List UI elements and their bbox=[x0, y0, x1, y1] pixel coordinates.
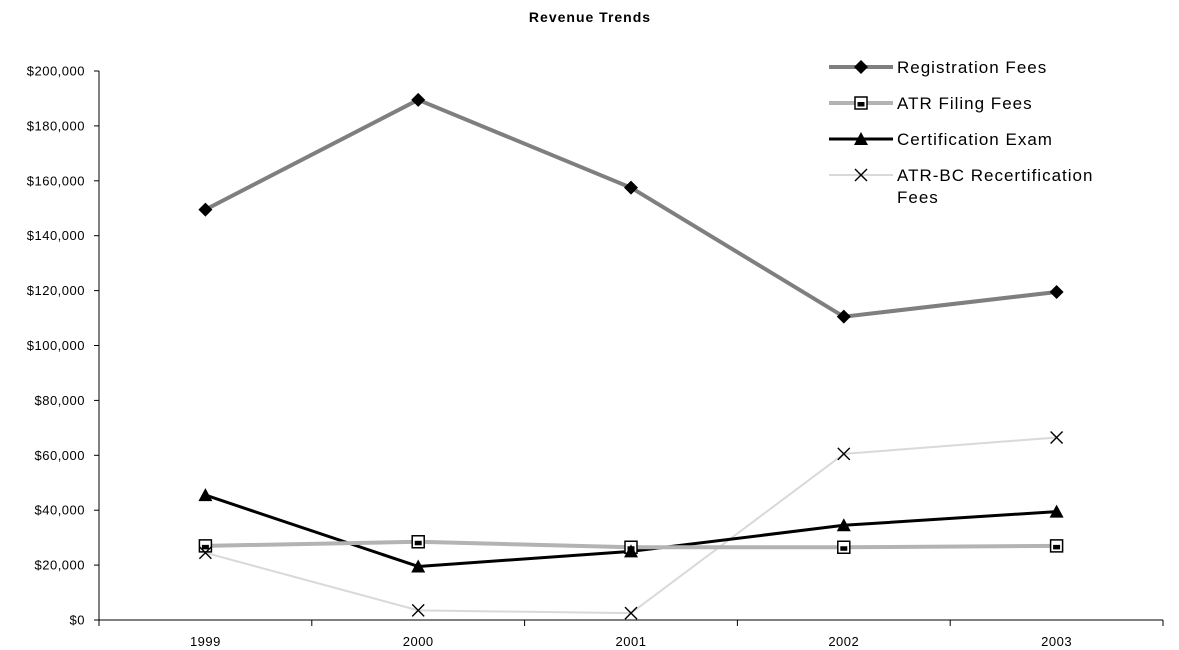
data-point-triangle bbox=[624, 544, 638, 558]
data-point-x bbox=[198, 546, 212, 560]
legend-label: ATR-BC Recertification bbox=[897, 166, 1093, 185]
data-point-triangle bbox=[836, 518, 851, 532]
chart-legend: Registration Fees ATR Filing Fees Certific… bbox=[829, 58, 1093, 207]
legend-marker bbox=[854, 168, 868, 182]
legend-label: Certification Exam bbox=[897, 130, 1053, 149]
x-tick-label: 2003 bbox=[1041, 634, 1072, 649]
y-tick-label: $180,000 bbox=[27, 118, 85, 133]
y-tick-label: $80,000 bbox=[35, 393, 86, 408]
data-point-square bbox=[1049, 539, 1064, 553]
legend-label: Fees bbox=[897, 188, 939, 207]
y-tick-label: $60,000 bbox=[35, 448, 86, 463]
data-point-diamond bbox=[198, 202, 213, 217]
legend-marker bbox=[854, 60, 868, 74]
data-point-diamond bbox=[1049, 284, 1064, 299]
x-tick-label: 2000 bbox=[403, 634, 434, 649]
data-point-triangle bbox=[411, 559, 426, 573]
series-line-x bbox=[205, 436, 1057, 615]
y-tick-label: $140,000 bbox=[27, 228, 85, 243]
legend-marker bbox=[854, 132, 868, 145]
data-point-square bbox=[837, 540, 851, 555]
y-tick-label: $0 bbox=[70, 613, 85, 628]
series-markers bbox=[198, 92, 1064, 620]
legend-label: ATR Filing Fees bbox=[897, 94, 1033, 113]
legend-label: Registration Fees bbox=[897, 58, 1047, 77]
data-point-x bbox=[411, 603, 425, 617]
chart-axes: $0 $20,000 $40,000 $60,000 $80,000 $100,000 $1… bbox=[27, 64, 1164, 649]
data-point-triangle bbox=[198, 488, 213, 502]
legend-marker bbox=[854, 96, 868, 110]
data-point-square bbox=[198, 539, 213, 553]
chart-title: Revenue Trends bbox=[529, 9, 651, 25]
data-point-square bbox=[411, 535, 425, 549]
data-point-x bbox=[624, 606, 638, 620]
x-tick-label: 2002 bbox=[828, 634, 859, 649]
data-point-triangle bbox=[1049, 504, 1064, 518]
data-point-x bbox=[1050, 430, 1064, 444]
y-tick-label: $120,000 bbox=[27, 283, 85, 298]
data-point-diamond bbox=[836, 309, 851, 324]
x-tick-label: 2001 bbox=[616, 634, 647, 649]
data-point-diamond bbox=[624, 180, 638, 195]
y-tick-label: $20,000 bbox=[35, 558, 86, 573]
data-point-diamond bbox=[411, 92, 426, 107]
data-point-x bbox=[837, 447, 851, 461]
y-tick-label: $200,000 bbox=[27, 64, 85, 79]
x-tick-label: 1999 bbox=[190, 634, 221, 649]
y-tick-label: $160,000 bbox=[27, 173, 85, 188]
y-tick-label: $100,000 bbox=[27, 338, 85, 353]
y-tick-label: $40,000 bbox=[35, 503, 86, 518]
